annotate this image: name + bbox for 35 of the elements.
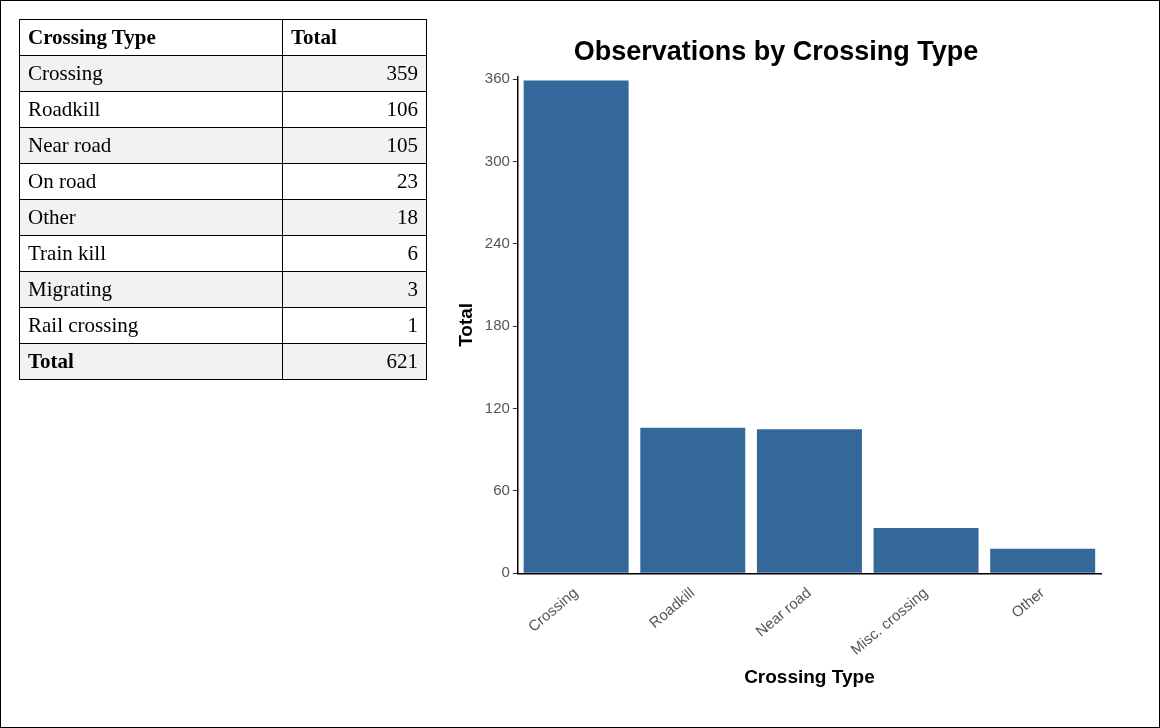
text: Total <box>282 19 427 56</box>
bar <box>990 548 1096 573</box>
text: Total <box>19 343 283 380</box>
y-axis-title: Total <box>454 302 476 347</box>
text: 621 <box>386 349 418 373</box>
y-tick-label: 240 <box>484 234 510 252</box>
y-tick-label: 300 <box>484 151 510 169</box>
bar <box>873 528 979 573</box>
chart-title: Observations by Crossing Type <box>573 35 979 66</box>
text: Crossing Type <box>19 19 283 56</box>
data-label: 359 <box>282 55 427 92</box>
data-label: 18 <box>282 199 427 236</box>
y-tick-label: 0 <box>501 563 510 581</box>
category-label: Migrating <box>19 271 283 308</box>
category-label: Other <box>19 199 283 236</box>
data-label: 106 <box>282 91 427 128</box>
category-label: Near road <box>19 127 283 164</box>
data-label: 3 <box>282 271 427 308</box>
y-tick-label: 60 <box>493 481 510 499</box>
bar <box>640 427 746 573</box>
category-label: Roadkill <box>19 91 283 128</box>
category-label: Train kill <box>19 235 283 272</box>
x-axis-title: Crossing Type <box>744 665 875 687</box>
bar <box>756 429 862 573</box>
bar <box>523 80 629 573</box>
y-tick-label: 180 <box>484 316 510 334</box>
data-label: 1 <box>282 307 427 344</box>
data-label: 6 <box>282 235 427 272</box>
y-tick-label: 120 <box>484 398 510 416</box>
category-label: Crossing <box>19 55 283 92</box>
y-tick-label: 360 <box>484 69 510 87</box>
data-label: 105 <box>282 127 427 164</box>
data-label: 23 <box>282 163 427 200</box>
category-label: On road <box>19 163 283 200</box>
category-label: Rail crossing <box>19 307 283 344</box>
